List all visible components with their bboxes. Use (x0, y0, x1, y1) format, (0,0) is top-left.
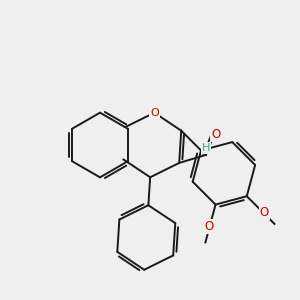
Text: H: H (202, 143, 210, 153)
Text: O: O (150, 108, 159, 118)
Text: O: O (260, 206, 269, 219)
Text: O: O (204, 220, 214, 233)
Text: O: O (212, 128, 221, 141)
